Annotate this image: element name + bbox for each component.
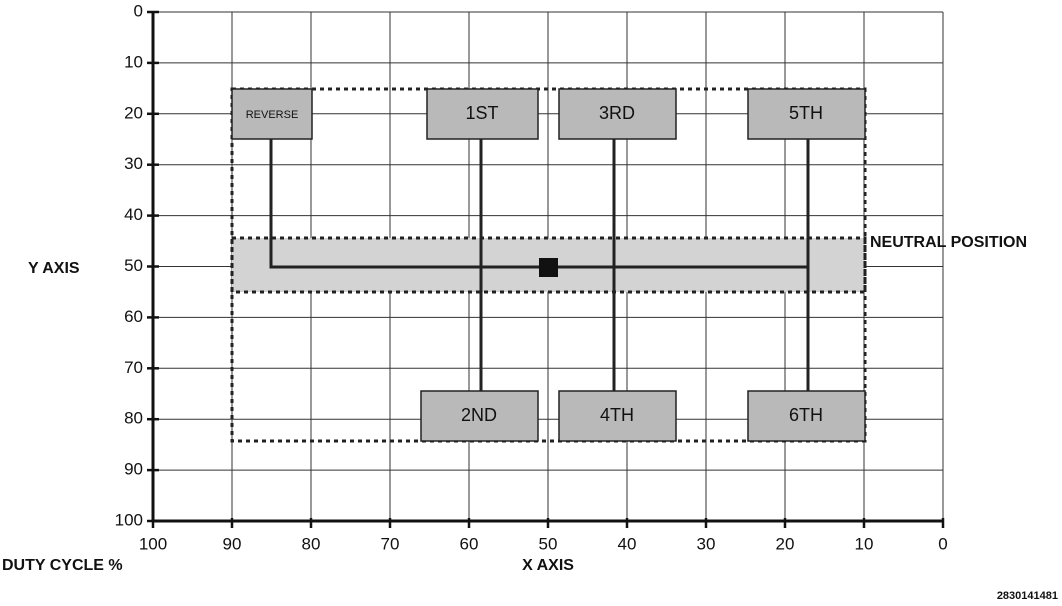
neutral-label: NEUTRAL POSITION [870, 234, 1027, 251]
y-tick-label: 20 [124, 103, 143, 122]
x-tick-label: 40 [618, 534, 637, 553]
gear-label: REVERSE [246, 109, 299, 121]
x-tick-label: 20 [776, 534, 795, 553]
x-tick-label: 60 [460, 534, 479, 553]
gear-label: 2ND [461, 405, 497, 425]
gear-2nd: 2ND [420, 390, 539, 442]
gear-label: 5TH [789, 103, 823, 123]
gear-label: 6TH [789, 405, 823, 425]
x-tick-label: 10 [855, 534, 874, 553]
figure-id: 2830141481 [997, 590, 1058, 602]
shift-rails [269, 139, 810, 391]
shift-boundary [230, 87, 867, 443]
x-tick-label: 0 [938, 534, 947, 553]
y-tick-label: 30 [124, 154, 143, 173]
y-tick-label: 40 [124, 205, 143, 224]
gear-5th: 5TH [747, 88, 866, 140]
duty-cycle-label: DUTY CYCLE % [2, 557, 123, 574]
y-tick-label: 70 [124, 358, 143, 377]
x-axis-title: X AXIS [522, 557, 574, 574]
x-tick-label: 90 [223, 534, 242, 553]
gear-reverse: REVERSE [231, 88, 313, 140]
y-tick-label: 50 [124, 256, 143, 275]
gear-label: 3RD [599, 103, 635, 123]
gear-6th: 6TH [747, 390, 866, 442]
y-tick-label: 10 [124, 52, 143, 71]
gear-1st: 1ST [426, 88, 539, 140]
y-tick-label: 80 [124, 409, 143, 428]
y-tick-label: 90 [124, 460, 143, 479]
gear-label: 4TH [600, 405, 634, 425]
gear-label: 1ST [465, 103, 498, 123]
gear-3rd: 3RD [558, 88, 677, 140]
neutral-marker [539, 258, 558, 277]
x-tick-label: 80 [302, 534, 321, 553]
gear-4th: 4TH [558, 390, 677, 442]
y-tick-label: 100 [115, 510, 143, 529]
x-tick-label: 30 [697, 534, 716, 553]
y-axis-title: Y AXIS [28, 260, 80, 277]
x-tick-label: 70 [381, 534, 400, 553]
y-tick-label: 0 [134, 1, 143, 20]
x-tick-label: 50 [539, 534, 558, 553]
x-tick-label: 100 [139, 534, 167, 553]
y-tick-label: 60 [124, 307, 143, 326]
rail [269, 139, 808, 269]
